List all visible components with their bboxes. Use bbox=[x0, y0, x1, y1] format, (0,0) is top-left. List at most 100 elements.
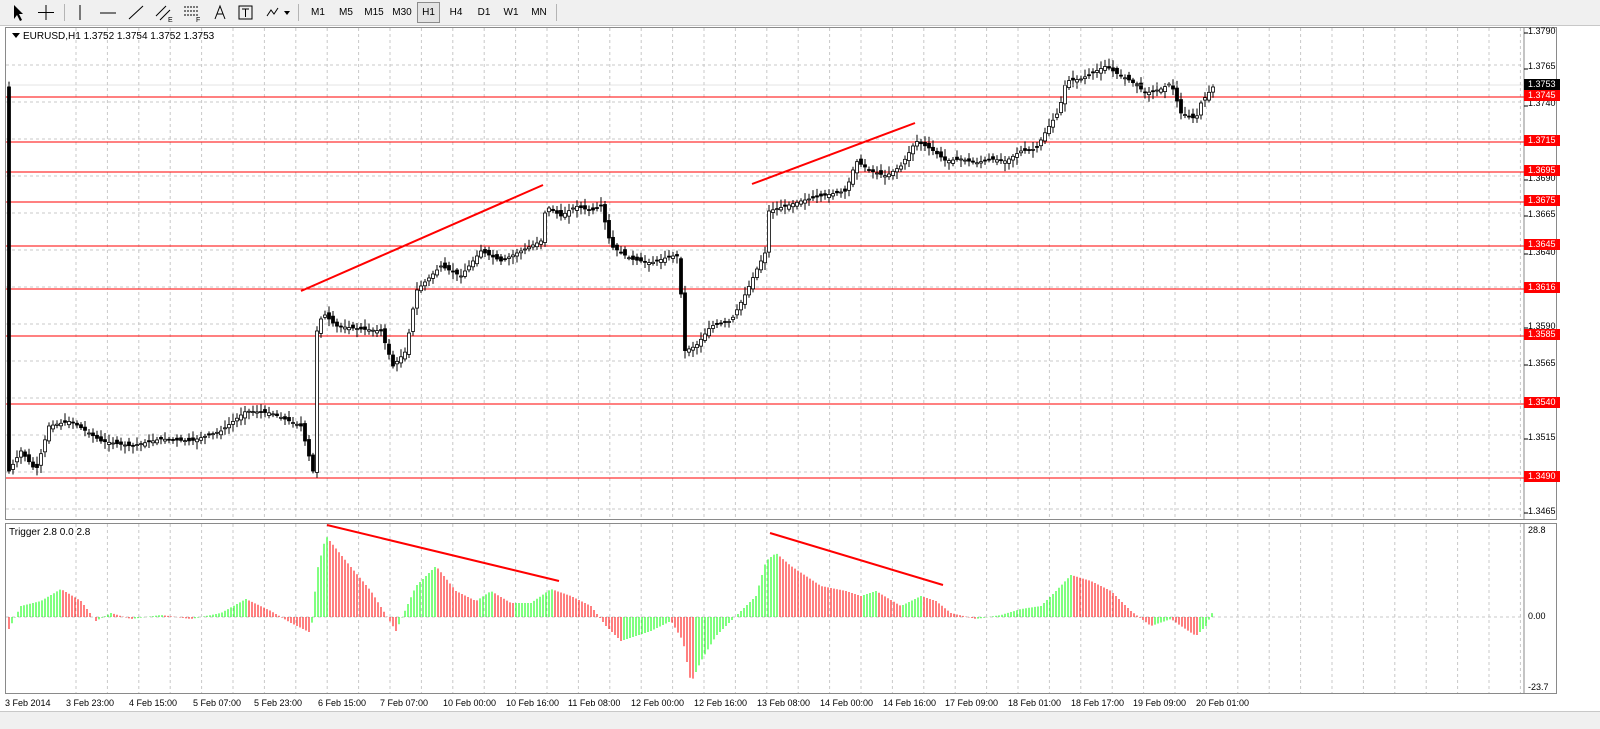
level-price-tag: 1.3675 bbox=[1524, 195, 1560, 206]
fibonacci-retracement-icon[interactable]: F bbox=[180, 2, 204, 23]
candle-body bbox=[571, 207, 575, 210]
timeframe-h4-button[interactable]: H4 bbox=[449, 7, 463, 18]
candle-body bbox=[211, 433, 215, 436]
timeframe-m1-button[interactable]: M1 bbox=[311, 7, 325, 18]
price-chart[interactable] bbox=[5, 27, 1557, 520]
candle-body bbox=[131, 444, 135, 447]
candle-body bbox=[331, 315, 335, 324]
candle-body bbox=[679, 258, 683, 295]
candle-body bbox=[891, 170, 895, 176]
candle-body bbox=[1039, 139, 1043, 147]
candle-body bbox=[463, 270, 467, 277]
candle-body bbox=[1063, 84, 1067, 105]
candle-body bbox=[567, 210, 571, 217]
timeframe-m5-button[interactable]: M5 bbox=[339, 7, 353, 18]
crosshair-icon[interactable] bbox=[34, 2, 58, 23]
cursor-arrow-icon[interactable] bbox=[6, 2, 30, 23]
timeframe-w1-button[interactable]: W1 bbox=[503, 7, 519, 18]
time-axis-label: 12 Feb 00:00 bbox=[631, 698, 685, 708]
text-label-icon[interactable] bbox=[234, 2, 258, 23]
candle-body bbox=[587, 209, 591, 211]
timeframe-mn-button[interactable]: MN bbox=[531, 7, 547, 18]
candle-body bbox=[55, 423, 59, 426]
candle-body bbox=[711, 325, 715, 329]
candle-body bbox=[719, 322, 723, 325]
candle-body bbox=[299, 423, 303, 427]
candle-body bbox=[411, 308, 415, 332]
candle-body bbox=[271, 413, 275, 416]
candle-body bbox=[1095, 70, 1099, 73]
price-axis-label: 1.3790 bbox=[1528, 26, 1556, 36]
candle-body bbox=[779, 207, 783, 211]
time-axis-label: 5 Feb 07:00 bbox=[193, 698, 242, 708]
candle-body bbox=[703, 333, 707, 341]
candle-body bbox=[139, 443, 143, 446]
candle-body bbox=[607, 220, 611, 239]
bottom-status-strip bbox=[0, 711, 1600, 729]
candle-body bbox=[435, 269, 439, 276]
candle-body bbox=[827, 193, 831, 199]
candle-body bbox=[1067, 80, 1071, 88]
candle-body bbox=[1003, 160, 1007, 164]
horizontal-line-icon[interactable] bbox=[96, 2, 120, 23]
timeframe-m15-button[interactable]: M15 bbox=[364, 7, 384, 18]
candle-body bbox=[1211, 86, 1215, 93]
price-chart-canvas[interactable] bbox=[6, 28, 1557, 520]
text-icon[interactable] bbox=[208, 2, 232, 23]
candle-body bbox=[599, 204, 603, 207]
vertical-line-icon[interactable] bbox=[68, 2, 92, 23]
candle-body bbox=[215, 431, 219, 434]
candle-body bbox=[687, 348, 691, 353]
candle-body bbox=[71, 421, 75, 424]
candle-body bbox=[179, 437, 183, 441]
candle-body bbox=[823, 193, 827, 196]
candle-body bbox=[663, 257, 667, 263]
trendline-icon[interactable] bbox=[124, 2, 148, 23]
candle-body bbox=[991, 156, 995, 160]
divergence-line bbox=[326, 524, 560, 582]
candle-body bbox=[831, 193, 835, 197]
candle-body bbox=[683, 292, 687, 351]
candle-body bbox=[1203, 97, 1207, 101]
candle-body bbox=[931, 146, 935, 152]
candle-body bbox=[523, 248, 527, 251]
trendline bbox=[300, 184, 544, 292]
candle-body bbox=[527, 246, 531, 250]
candle-body bbox=[899, 165, 903, 170]
candle-body bbox=[67, 421, 71, 426]
candle-body bbox=[895, 168, 899, 173]
candle-body bbox=[35, 463, 39, 468]
candle-body bbox=[871, 169, 875, 173]
candle-body bbox=[803, 199, 807, 204]
candle-body bbox=[867, 169, 871, 171]
equidistant-channel-icon[interactable]: E bbox=[152, 2, 176, 23]
candle-body bbox=[1027, 149, 1031, 151]
arrows-icon[interactable] bbox=[262, 2, 292, 23]
indicator-window[interactable] bbox=[5, 523, 1557, 694]
candle-body bbox=[1083, 76, 1087, 79]
level-price-tag: 1.3745 bbox=[1524, 90, 1560, 101]
price-axis-label: 1.3665 bbox=[1528, 209, 1556, 219]
candle-body bbox=[515, 252, 519, 257]
indicator-title: Trigger 2.8 0.0 2.8 bbox=[9, 527, 91, 538]
indicator-canvas[interactable] bbox=[6, 524, 1557, 694]
candle-body bbox=[639, 257, 643, 262]
timeframe-h1-button[interactable]: H1 bbox=[417, 2, 440, 23]
candle-body bbox=[815, 195, 819, 198]
candle-body bbox=[199, 437, 203, 441]
candle-body bbox=[275, 413, 279, 416]
candle-body bbox=[887, 173, 891, 178]
candle-body bbox=[715, 322, 719, 325]
candle-body bbox=[1163, 86, 1167, 93]
candle-body bbox=[1079, 78, 1083, 81]
candle-body bbox=[323, 314, 327, 318]
toolbar-separator bbox=[64, 4, 65, 21]
candle-body bbox=[1123, 77, 1127, 80]
candle-body bbox=[307, 439, 311, 457]
candle-body bbox=[451, 270, 455, 273]
timeframe-d1-button[interactable]: D1 bbox=[477, 7, 491, 18]
timeframe-m30-button[interactable]: M30 bbox=[392, 7, 412, 18]
candle-body bbox=[419, 285, 423, 292]
time-axis-label: 17 Feb 09:00 bbox=[945, 698, 999, 708]
candle-body bbox=[279, 416, 283, 419]
